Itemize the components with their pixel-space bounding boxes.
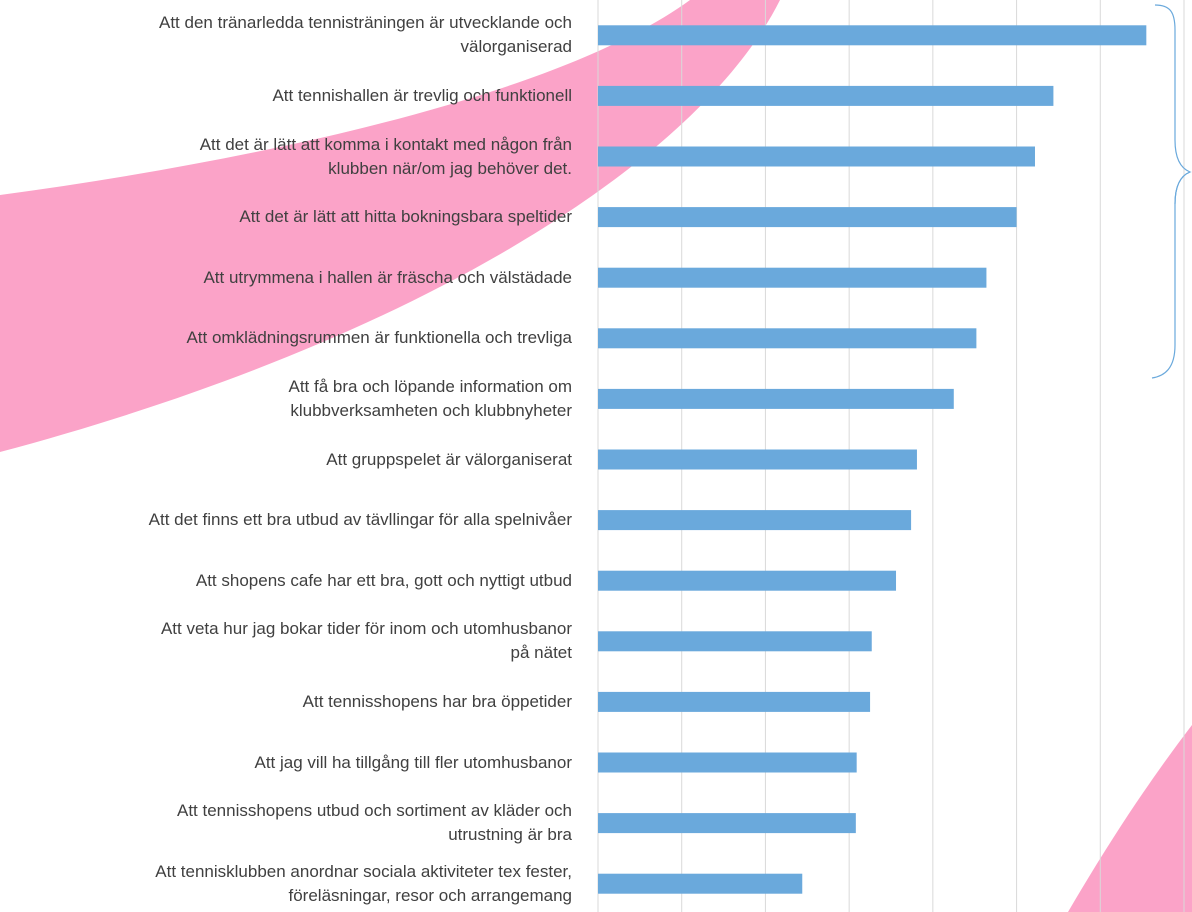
bar	[598, 692, 870, 712]
bar	[598, 147, 1035, 167]
bar	[598, 207, 1017, 227]
y-tick-label: Att omklädningsrummen är funktionella oc…	[0, 326, 572, 350]
y-tick-label: Att den tränarledda tennisträningen är u…	[0, 11, 572, 59]
bar	[598, 25, 1146, 45]
bar	[598, 268, 986, 288]
bar	[598, 510, 911, 530]
y-tick-label: Att tennisklubben anordnar sociala aktiv…	[0, 860, 572, 908]
bar	[598, 874, 802, 894]
bar	[598, 86, 1053, 106]
y-tick-label: Att det är lätt att komma i kontakt med …	[0, 133, 572, 181]
y-tick-label: Att det finns ett bra utbud av tävllinga…	[0, 508, 572, 532]
bar	[598, 813, 856, 833]
pink-swoosh	[1068, 725, 1192, 912]
chart: Att den tränarledda tennisträningen är u…	[0, 0, 1192, 912]
bar	[598, 571, 896, 591]
y-tick-label: Att veta hur jag bokar tider för inom oc…	[0, 617, 572, 665]
y-tick-label: Att gruppspelet är välorganiserat	[0, 448, 572, 472]
y-tick-label: Att det är lätt att hitta bokningsbara s…	[0, 205, 572, 229]
y-tick-label: Att tennishallen är trevlig och funktion…	[0, 84, 572, 108]
y-tick-label: Att jag vill ha tillgång till fler utomh…	[0, 751, 572, 775]
bar	[598, 328, 976, 348]
y-tick-label: Att tennisshopens utbud och sortiment av…	[0, 799, 572, 847]
bar	[598, 450, 917, 470]
y-tick-label: Att få bra och löpande information om kl…	[0, 375, 572, 423]
brace	[1155, 5, 1190, 204]
y-tick-label: Att tennisshopens har bra öppetider	[0, 690, 572, 714]
bar	[598, 631, 872, 651]
bar	[598, 753, 857, 773]
bar	[598, 389, 954, 409]
y-tick-label: Att utrymmena i hallen är fräscha och vä…	[0, 266, 572, 290]
y-tick-label: Att shopens cafe har ett bra, gott och n…	[0, 569, 572, 593]
